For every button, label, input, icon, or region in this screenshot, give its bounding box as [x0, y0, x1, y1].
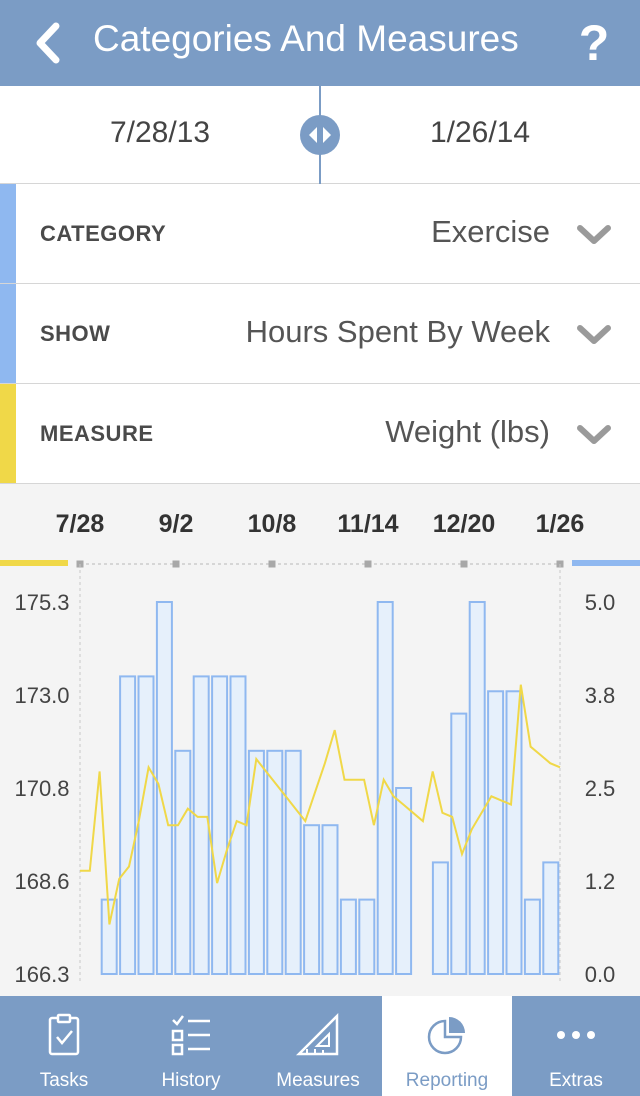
category-value: Exercise [431, 214, 550, 249]
chart-bar [100, 898, 118, 976]
pie-chart-icon [427, 1017, 465, 1055]
triangle-ruler-icon [295, 1012, 339, 1056]
chevron-down-icon [577, 225, 611, 244]
tab-extras[interactable]: Extras [512, 996, 640, 1096]
show-label: SHOW [40, 321, 111, 346]
x-tick-marker [460, 560, 468, 568]
more-dots-icon [557, 1031, 595, 1039]
chart-bar [523, 898, 541, 976]
chart-bar [395, 787, 413, 975]
x-tick-marker [268, 560, 276, 568]
date-range-toggle-button[interactable] [300, 115, 340, 155]
left-axis-tick-label: 175.3 [14, 590, 69, 615]
clipboard-icon [48, 1013, 80, 1056]
chart-bar [431, 861, 449, 975]
chart-bar [229, 675, 247, 975]
x-tick-label: 11/14 [337, 510, 398, 538]
tab-history-label: History [161, 1070, 221, 1091]
header-bar: Categories And Measures ? [0, 0, 640, 86]
x-tick-label: 10/8 [248, 510, 297, 538]
page-title: Categories And Measures [93, 18, 519, 59]
right-axis-tick-label: 2.5 [585, 776, 616, 801]
left-axis-tick-label: 166.3 [14, 962, 69, 987]
end-date[interactable]: 1/26/14 [429, 116, 531, 149]
tab-reporting[interactable]: Reporting [382, 996, 512, 1096]
right-axis-tick-label: 0.0 [585, 962, 616, 987]
show-selector[interactable]: SHOW Hours Spent By Week [0, 284, 640, 384]
left-axis-tick-label: 173.0 [14, 683, 69, 708]
tab-measures-label: Measures [276, 1070, 360, 1091]
chart-bar [211, 675, 229, 975]
chevron-down-icon [577, 425, 611, 444]
measure-line-series [80, 684, 561, 925]
x-tick-marker [364, 560, 372, 568]
show-value: Hours Spent By Week [245, 314, 550, 349]
measure-color-stripe [0, 384, 16, 483]
chart-bar [266, 749, 284, 975]
chart-bar [358, 898, 376, 976]
chart-bar [119, 675, 137, 975]
chart-bar [303, 824, 321, 976]
tab-reporting-label: Reporting [405, 1070, 489, 1091]
right-axis-tick-label: 1.2 [585, 869, 616, 894]
x-tick-label: 9/2 [159, 510, 194, 538]
tab-tasks[interactable]: Tasks [0, 996, 128, 1096]
left-axis-tick-label: 168.6 [14, 869, 69, 894]
x-tick-label: 7/28 [56, 510, 105, 538]
chart-bar [284, 749, 302, 975]
chart-bar [339, 898, 357, 976]
x-tick-marker [172, 560, 180, 568]
x-tick-label: 1/26 [536, 510, 585, 538]
checklist-icon [171, 1015, 210, 1056]
tab-measures[interactable]: Measures [254, 996, 382, 1096]
category-label: CATEGORY [40, 221, 167, 246]
back-button[interactable] [28, 18, 68, 68]
right-axis-tick-label: 5.0 [585, 590, 616, 615]
measure-label: MEASURE [40, 421, 154, 446]
chart-bar [542, 861, 560, 975]
chevron-left-icon [36, 22, 60, 64]
chart-bar [247, 749, 265, 975]
date-range-bar: 7/28/13 1/26/14 [0, 86, 640, 184]
x-tick-label: 12/20 [433, 510, 496, 538]
right-axis-indicator [572, 560, 640, 566]
show-color-stripe [0, 284, 16, 383]
tab-bar: Tasks History Measures Reporting [0, 996, 640, 1096]
chart-bar [321, 824, 339, 976]
bar-line-chart[interactable]: 7/28 9/2 10/8 11/14 12/20 1/26 175.3 173.0 170.… [0, 484, 640, 996]
tab-history[interactable]: History [128, 996, 254, 1096]
measure-selector[interactable]: MEASURE Weight (lbs) [0, 384, 640, 484]
help-button[interactable]: ? [578, 15, 610, 71]
chart-bar [155, 601, 173, 975]
chart-bar [137, 675, 155, 975]
tab-tasks-label: Tasks [39, 1070, 89, 1091]
chart-area: 7/28 9/2 10/8 11/14 12/20 1/26 175.3 173.0 170.… [0, 484, 640, 996]
chart-bar [376, 601, 394, 975]
chart-bar [174, 749, 192, 975]
chevron-down-icon [577, 325, 611, 344]
right-axis-tick-label: 3.8 [585, 683, 616, 708]
chart-bar [192, 675, 210, 975]
category-color-stripe [0, 184, 16, 283]
chart-bar [487, 690, 505, 975]
chart-bar [505, 690, 523, 975]
tab-extras-label: Extras [549, 1070, 603, 1091]
left-axis-indicator [0, 560, 68, 566]
start-date[interactable]: 7/28/13 [109, 116, 211, 149]
left-axis-tick-label: 170.8 [14, 776, 69, 801]
chart-bar [468, 601, 486, 975]
measure-value: Weight (lbs) [385, 414, 550, 449]
category-selector[interactable]: CATEGORY Exercise [0, 184, 640, 284]
left-right-arrows-icon [309, 127, 331, 143]
